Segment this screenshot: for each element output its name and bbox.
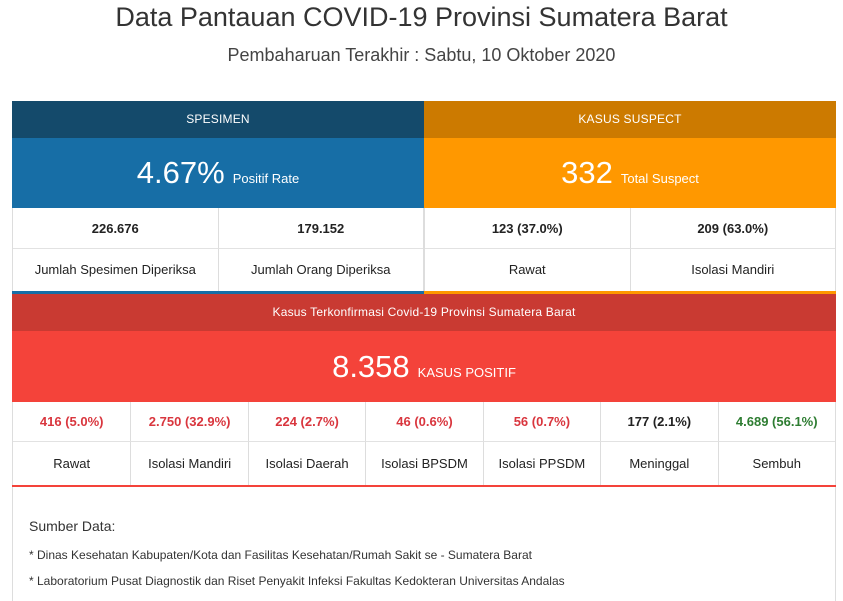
total-suspect-label: Total Suspect [620,171,699,186]
page-title: Data Pantauan COVID-19 Provinsi Sumatera… [115,2,728,32]
self-isolation-label: Isolasi Mandiri [130,442,247,485]
ppsdm-isolation-value: 56 (0.7%) [482,402,601,442]
bpsdm-isolation-label: Isolasi BPSDM [365,442,482,485]
total-suspect-value: 332 [561,155,613,190]
data-source-item: * Dinas Kesehatan Kabupaten/Kota dan Fas… [29,548,532,562]
suspect-heading: KASUS SUSPECT [424,101,836,138]
persons-examined-value: 179.152 [217,208,423,249]
treated-label: Rawat [53,456,91,471]
confirmed-summary: 8.358 KASUS POSITIF [12,331,836,402]
regional-isolation-value: 224 (2.7%) [247,402,366,442]
spesimen-heading: SPESIMEN [12,101,424,138]
spesimen-divider [12,291,424,294]
data-sources-title: Sumber Data: [29,518,116,534]
specimens-examined-label: Jumlah Spesimen Diperiksa [34,262,196,277]
last-update-text: Pembaharuan Terakhir : Sabtu, 10 Oktober… [227,45,616,65]
suspect-summary: 332 Total Suspect [424,138,836,208]
specimens-examined-value: 226.676 [13,208,218,249]
treated-value: 416 (5.0%) [13,402,131,442]
persons-examined-label: Jumlah Orang Diperiksa [217,249,424,291]
positive-cases-value: 8.358 [332,349,410,384]
positive-rate-label: Positif Rate [232,171,300,186]
suspect-treated-label: Rawat [508,262,546,277]
spesimen-panel: SPESIMEN 4.67% Positif Rate 226.676 179.1… [12,101,424,294]
data-source-item: * Laboratorium Pusat Diagnostik dan Rise… [29,574,565,588]
spesimen-values-row: 226.676 179.152 [12,208,424,249]
confirmed-divider [12,485,836,487]
suspect-self-isolation-value: 209 (63.0%) [629,208,835,249]
suspect-values-row: 123 (37.0%) 209 (63.0%) [424,208,836,249]
recovered-label: Sembuh [717,442,835,485]
confirmed-heading: Kasus Terkonfirmasi Covid-19 Provinsi Su… [12,294,836,331]
suspect-treated-value: 123 (37.0%) [425,208,630,249]
suspect-divider [424,291,836,294]
confirmed-panel: Kasus Terkonfirmasi Covid-19 Provinsi Su… [12,294,836,487]
recovered-value: 4.689 (56.1%) [717,402,835,442]
suspect-labels-row: Rawat Isolasi Mandiri [424,249,836,291]
spesimen-summary: 4.67% Positif Rate [12,138,424,208]
positive-rate-value: 4.67% [136,155,225,190]
spesimen-labels-row: Jumlah Spesimen Diperiksa Jumlah Orang D… [12,249,424,291]
self-isolation-value: 2.750 (32.9%) [130,402,248,442]
bpsdm-isolation-value: 46 (0.6%) [365,402,483,442]
ppsdm-isolation-label: Isolasi PPSDM [482,442,600,485]
confirmed-values-row: 416 (5.0%) 2.750 (32.9%) 224 (2.7%) 46 (… [12,402,836,442]
deceased-label: Meninggal [600,442,717,485]
deceased-value: 177 (2.1%) [600,402,718,442]
data-sources-section: Sumber Data: * Dinas Kesehatan Kabupaten… [12,487,836,601]
positive-cases-label: KASUS POSITIF [417,365,516,380]
suspect-self-isolation-label: Isolasi Mandiri [629,249,836,291]
suspect-panel: KASUS SUSPECT 332 Total Suspect 123 (37.0… [424,101,836,294]
regional-isolation-label: Isolasi Daerah [247,442,365,485]
confirmed-labels-row: Rawat Isolasi Mandiri Isolasi Daerah Iso… [12,442,836,485]
